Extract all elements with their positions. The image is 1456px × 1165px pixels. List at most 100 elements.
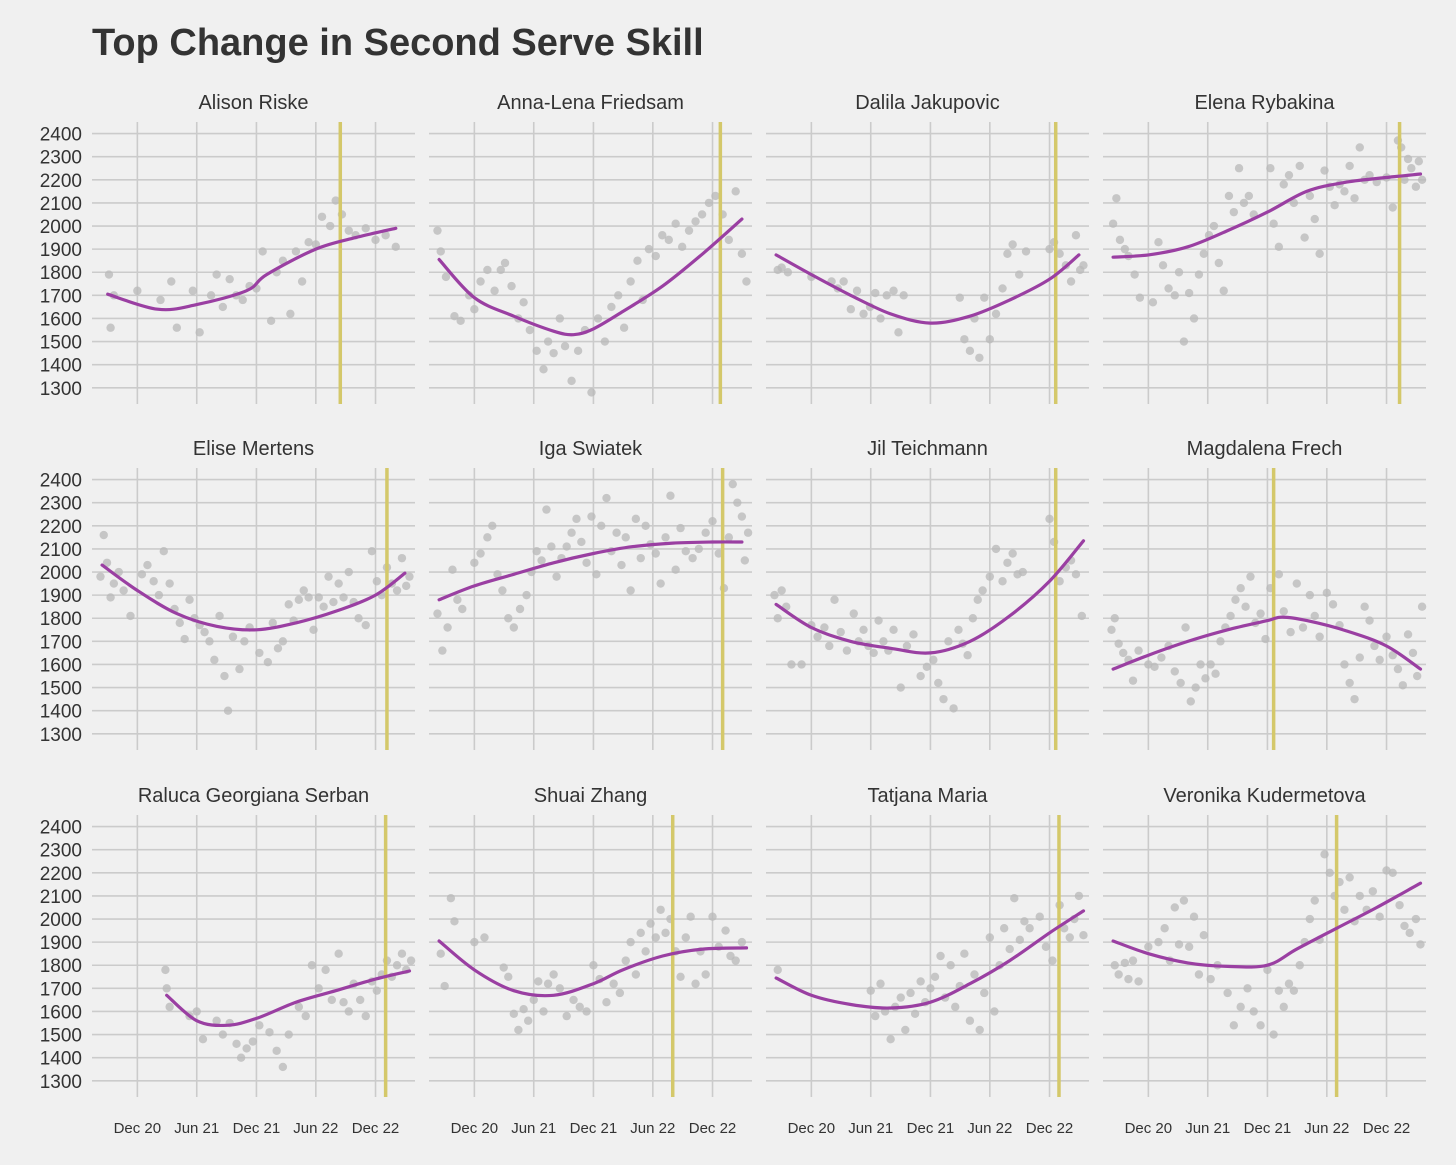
data-point — [1411, 182, 1421, 191]
data-point — [519, 1004, 528, 1014]
data-point — [476, 549, 485, 558]
data-point — [1249, 1007, 1258, 1016]
data-point — [500, 258, 510, 268]
data-point — [1408, 648, 1418, 658]
data-point — [372, 577, 382, 586]
data-point — [519, 298, 528, 307]
data-point — [686, 912, 695, 921]
data-point — [1144, 942, 1153, 951]
data-point — [1279, 180, 1288, 189]
data-point — [965, 346, 975, 356]
data-point — [991, 544, 1001, 554]
data-point — [1184, 288, 1194, 298]
data-point — [255, 1021, 264, 1030]
data-point — [560, 342, 570, 351]
y-tick-label: 1800 — [40, 609, 82, 630]
data-point — [724, 235, 734, 245]
data-point — [515, 604, 525, 614]
data-point — [555, 314, 565, 323]
data-point — [1274, 986, 1284, 995]
data-point — [344, 226, 353, 235]
data-point — [446, 894, 456, 903]
data-point — [344, 1007, 353, 1016]
panel-title: Tatjana Maria — [867, 785, 988, 807]
data-point — [361, 1011, 370, 1021]
data-point — [272, 1046, 281, 1055]
panel-title: Anna-Lena Friedsam — [497, 92, 684, 114]
data-point — [621, 956, 630, 965]
data-point — [1115, 235, 1125, 245]
y-tick-label: 2400 — [40, 471, 82, 492]
data-point — [1135, 293, 1145, 302]
data-point — [1079, 930, 1088, 940]
data-point — [149, 577, 158, 586]
data-point — [1226, 611, 1235, 621]
x-tick-label: Jun 22 — [630, 1120, 675, 1137]
data-point — [656, 905, 665, 914]
data-point — [401, 581, 411, 591]
data-point — [975, 1025, 984, 1035]
trend-line — [100, 563, 407, 632]
data-point — [909, 630, 918, 639]
data-point — [294, 595, 304, 604]
data-point — [731, 187, 740, 196]
data-point — [188, 286, 198, 295]
data-point — [319, 602, 328, 611]
data-point — [839, 277, 848, 286]
data-point — [309, 625, 318, 635]
data-point — [651, 251, 660, 261]
y-tick-label: 1900 — [40, 240, 82, 261]
data-point — [228, 632, 238, 641]
data-point — [852, 286, 862, 295]
data-point — [1110, 614, 1119, 623]
data-point — [1325, 868, 1334, 877]
data-point — [1412, 671, 1422, 681]
data-point — [1110, 961, 1119, 970]
y-tick-label: 1500 — [40, 333, 82, 354]
data-point — [1375, 655, 1384, 665]
data-point — [612, 528, 621, 537]
data-point — [636, 928, 645, 938]
data-point — [1340, 187, 1349, 196]
data-point — [998, 284, 1007, 293]
data-point — [1119, 648, 1128, 658]
y-tick-label: 2300 — [40, 148, 82, 169]
data-point — [1035, 912, 1044, 921]
data-point — [617, 560, 626, 570]
y-tick-label: 1800 — [40, 956, 82, 977]
data-point — [488, 521, 497, 530]
y-tick-label: 1300 — [40, 379, 82, 400]
data-point — [154, 590, 164, 600]
y-tick-label: 2100 — [40, 540, 82, 561]
data-point — [205, 637, 214, 646]
x-tick-label: Dec 22 — [1026, 1120, 1074, 1137]
data-point — [960, 335, 969, 344]
data-point — [955, 293, 964, 302]
data-point — [593, 314, 603, 323]
data-point — [587, 388, 596, 397]
data-point — [265, 1028, 274, 1037]
data-point — [1279, 1002, 1288, 1012]
data-point — [391, 242, 400, 252]
data-point — [569, 995, 578, 1005]
data-point — [777, 263, 786, 272]
data-point — [361, 224, 370, 233]
data-point — [1170, 291, 1179, 300]
data-point — [631, 970, 641, 979]
x-tick-label: Dec 22 — [689, 1120, 737, 1137]
data-point — [1223, 988, 1232, 998]
data-point — [1405, 928, 1414, 938]
data-point — [567, 528, 576, 537]
data-point — [1400, 175, 1409, 184]
data-point — [549, 970, 558, 979]
data-point — [1209, 221, 1219, 231]
data-point — [507, 281, 516, 291]
data-point — [532, 547, 541, 556]
data-point — [1350, 694, 1359, 704]
data-point — [498, 586, 507, 595]
data-point — [1241, 602, 1250, 611]
data-point — [658, 231, 667, 240]
data-point — [1411, 914, 1421, 924]
data-point — [562, 1011, 571, 1021]
data-point — [1305, 590, 1315, 600]
